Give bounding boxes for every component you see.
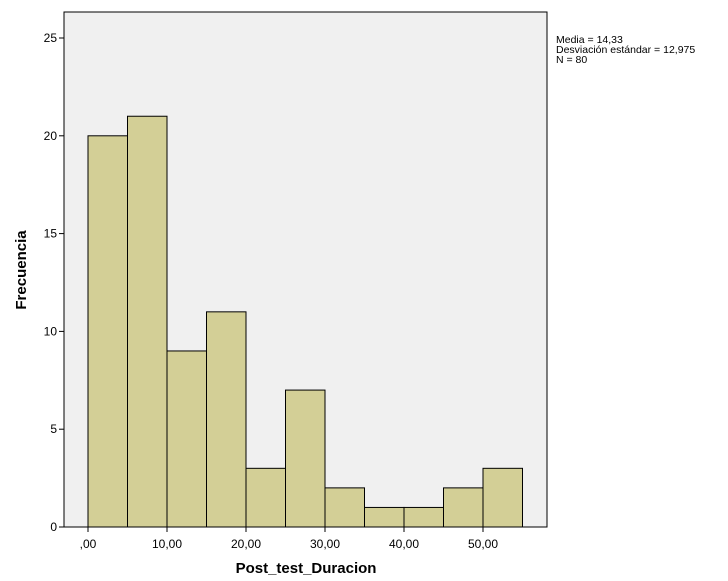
histogram-bar [127,115,168,528]
y-axis: 0 5 10 15 20 25 [44,31,64,534]
histogram-bar [324,487,365,528]
stat-mean: Media = 14,33 [556,34,623,46]
histogram-bar [482,467,523,528]
histogram-bar [166,350,207,528]
x-tick-label: 20,00 [231,537,261,551]
x-tick-label: 30,00 [310,537,340,551]
y-tick-label: 20 [44,129,58,143]
histogram-bar [206,311,247,528]
x-axis-title: Post_test_Duracion [236,560,377,577]
y-tick-label: 0 [50,520,57,534]
bars-group [87,115,523,528]
y-tick-label: 5 [50,422,57,436]
histogram-bar [364,506,405,528]
x-tick-label: 40,00 [389,537,419,551]
x-axis: ,00 10,00 20,00 30,00 40,00 50,00 [80,527,498,551]
histogram-bar [87,135,128,528]
y-tick-label: 10 [44,324,58,338]
y-tick-label: 15 [44,227,58,241]
histogram-bar [245,467,286,528]
histogram-bar [285,389,326,528]
x-tick-label: 50,00 [468,537,498,551]
histogram-bar [403,506,444,528]
y-axis-title: Frecuencia [13,230,30,310]
stat-n: N = 80 [556,54,588,66]
statistics-legend: Media = 14,33 Desviación estándar = 12,9… [556,34,696,66]
y-tick-label: 25 [44,31,58,45]
stat-std: Desviación estándar = 12,975 [556,44,696,56]
histogram-bar [443,487,484,528]
x-tick-label: 10,00 [152,537,182,551]
x-tick-label: ,00 [80,537,97,551]
